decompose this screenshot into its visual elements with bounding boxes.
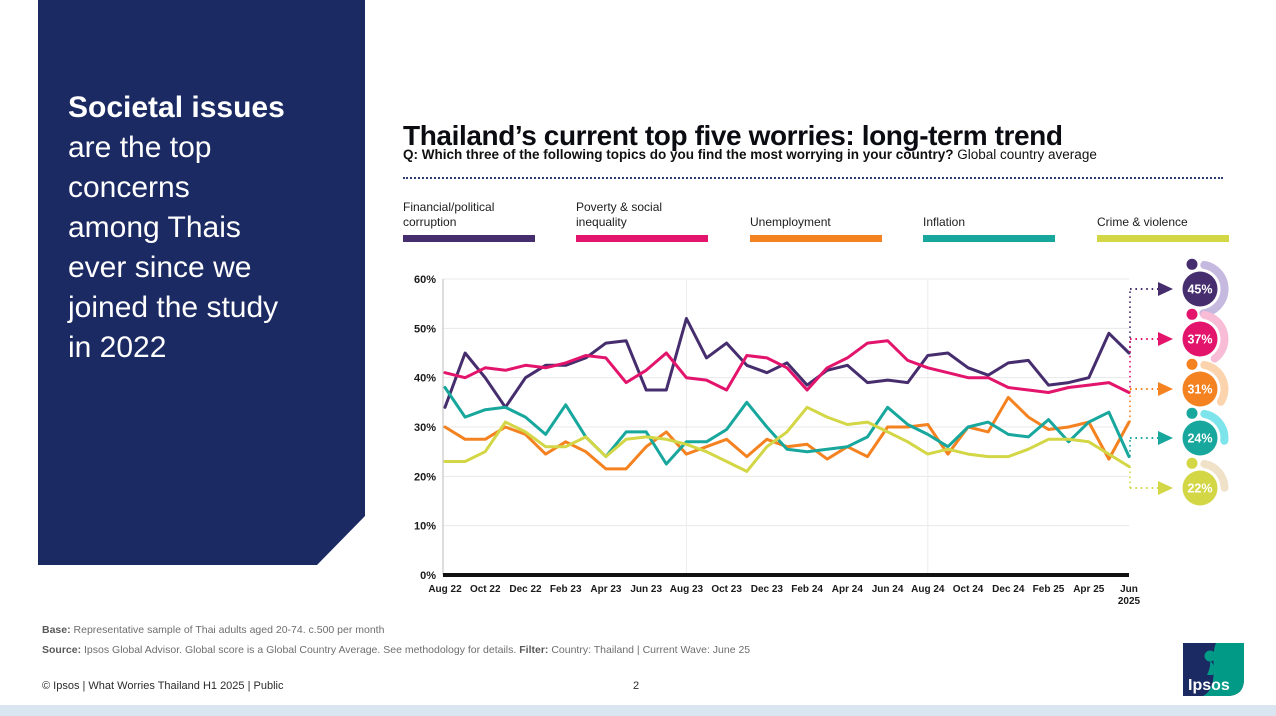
badge-circle <box>1182 470 1218 506</box>
y-tick-label: 60% <box>414 274 436 286</box>
legend-label: Poverty & social inequality <box>576 200 663 229</box>
badge-circle <box>1182 321 1218 357</box>
survey-question-bold: Q: Which three of the following topics d… <box>403 147 954 162</box>
sidebar-highlight: Societal issues <box>68 91 285 124</box>
badge-arc <box>1199 260 1229 318</box>
series-line-1 <box>443 317 1131 409</box>
x-tick-label: Feb 24 <box>791 584 823 595</box>
x-tick-label: Apr 24 <box>832 584 864 595</box>
filter-label: Filter: <box>519 644 549 656</box>
series-line-5 <box>443 405 1131 473</box>
badge-arc <box>1200 360 1229 406</box>
legend-color-bar <box>923 235 1055 242</box>
legend-item-3: Unemployment <box>750 193 882 242</box>
badge-circle <box>1182 371 1218 407</box>
y-tick-label: 30% <box>414 422 436 434</box>
badge-circle <box>1182 271 1218 307</box>
badge-value: 31% <box>1187 383 1212 397</box>
sidebar-panel: Societal issues are the top concerns among… <box>38 0 365 565</box>
source-note: Source: Ipsos Global Advisor. Global sco… <box>42 644 750 656</box>
badge-arc <box>1200 310 1229 363</box>
dotted-separator <box>403 177 1223 179</box>
y-tick-label: 10% <box>414 521 436 533</box>
x-tick-label: Dec 23 <box>751 584 784 595</box>
badge-dot <box>1186 457 1198 469</box>
base-text: Representative sample of Thai adults age… <box>70 624 385 636</box>
source-text: Ipsos Global Advisor. Global score is a … <box>81 644 520 656</box>
filter-text: Country: Thailand | Current Wave: June 2… <box>548 644 751 656</box>
series-line-4 <box>443 386 1131 466</box>
legend-label: Financial/political corruption <box>403 200 495 229</box>
x-tick-label: Feb 25 <box>1033 584 1065 595</box>
y-tick-label: 50% <box>414 323 436 335</box>
legend-color-bar <box>750 235 882 242</box>
legend-color-bar <box>1097 235 1229 242</box>
x-tick-label: Aug 23 <box>670 584 704 595</box>
ipsos-logo: Ipsos <box>1183 643 1244 696</box>
survey-question-note: Global country average <box>953 147 1097 162</box>
x-tick-label: Jun 23 <box>630 584 662 595</box>
page-number: 2 <box>632 680 640 692</box>
arrow-icon <box>1158 431 1173 445</box>
legend-item-2: Poverty & social inequality <box>576 193 708 242</box>
y-tick-label: 20% <box>414 471 436 483</box>
x-tick-label: Dec 24 <box>992 584 1025 595</box>
badge-value: 37% <box>1187 333 1212 347</box>
x-tick-label: Apr 25 <box>1073 584 1105 595</box>
y-tick-label: 40% <box>414 373 436 385</box>
bottom-strip <box>0 705 1276 716</box>
x-tick-label: Jun 2025 <box>1118 584 1141 607</box>
badge-dot <box>1186 258 1198 270</box>
badge-arc <box>1200 409 1229 445</box>
x-tick-label: Aug 22 <box>428 584 462 595</box>
ipsos-logo-face-body <box>1207 661 1214 675</box>
arrow-icon <box>1158 332 1173 346</box>
x-tick-label: Oct 24 <box>953 584 984 595</box>
badge-circle <box>1182 420 1218 456</box>
base-note: Base: Representative sample of Thai adul… <box>42 624 384 636</box>
x-tick-label: Aug 24 <box>911 584 945 595</box>
copyright-text: © Ipsos | What Worries Thailand H1 2025 … <box>42 680 284 692</box>
badge-value: 24% <box>1187 432 1212 446</box>
badge-dot <box>1186 407 1198 419</box>
series-line-2 <box>443 339 1131 394</box>
sidebar-statement-lines: are the top concerns among Thais ever since… <box>68 131 279 364</box>
legend-label: Unemployment <box>750 215 831 229</box>
x-tick-label: Dec 22 <box>509 584 542 595</box>
arrow-icon <box>1158 382 1173 396</box>
legend-label: Inflation <box>923 215 966 229</box>
legend-item-1: Financial/political corruption <box>403 193 535 242</box>
x-tick-label: Oct 23 <box>711 584 742 595</box>
legend-item-5: Crime & violence <box>1097 193 1229 242</box>
base-label: Base: <box>42 624 71 636</box>
x-tick-label: Apr 23 <box>590 584 622 595</box>
legend-label: Crime & violence <box>1097 215 1188 229</box>
arrow-icon <box>1158 481 1173 495</box>
badge-dot <box>1186 308 1198 320</box>
survey-question: Q: Which three of the following topics d… <box>403 147 1233 162</box>
y-tick-label: 0% <box>420 570 436 582</box>
x-tick-label: Feb 23 <box>550 584 582 595</box>
badge-value: 45% <box>1187 283 1212 297</box>
source-label: Source: <box>42 644 82 656</box>
badge-value: 22% <box>1187 482 1212 496</box>
x-tick-label: Oct 22 <box>470 584 501 595</box>
badge-dot <box>1186 358 1198 370</box>
ipsos-logo-face-icon <box>1204 650 1216 662</box>
legend-color-bar <box>576 235 708 242</box>
ipsos-logo-green <box>1203 643 1244 696</box>
ipsos-logo-text: Ipsos <box>1188 677 1230 694</box>
page-title: Thailand’s current top five worries: lon… <box>403 119 1063 151</box>
sidebar-statement: Societal issues are the top concerns among… <box>68 88 348 368</box>
legend-color-bar <box>403 235 535 242</box>
x-tick-label: Jun 24 <box>872 584 904 595</box>
legend-item-4: Inflation <box>923 193 1055 242</box>
badge-arc <box>1200 459 1229 492</box>
arrow-icon <box>1158 282 1173 296</box>
